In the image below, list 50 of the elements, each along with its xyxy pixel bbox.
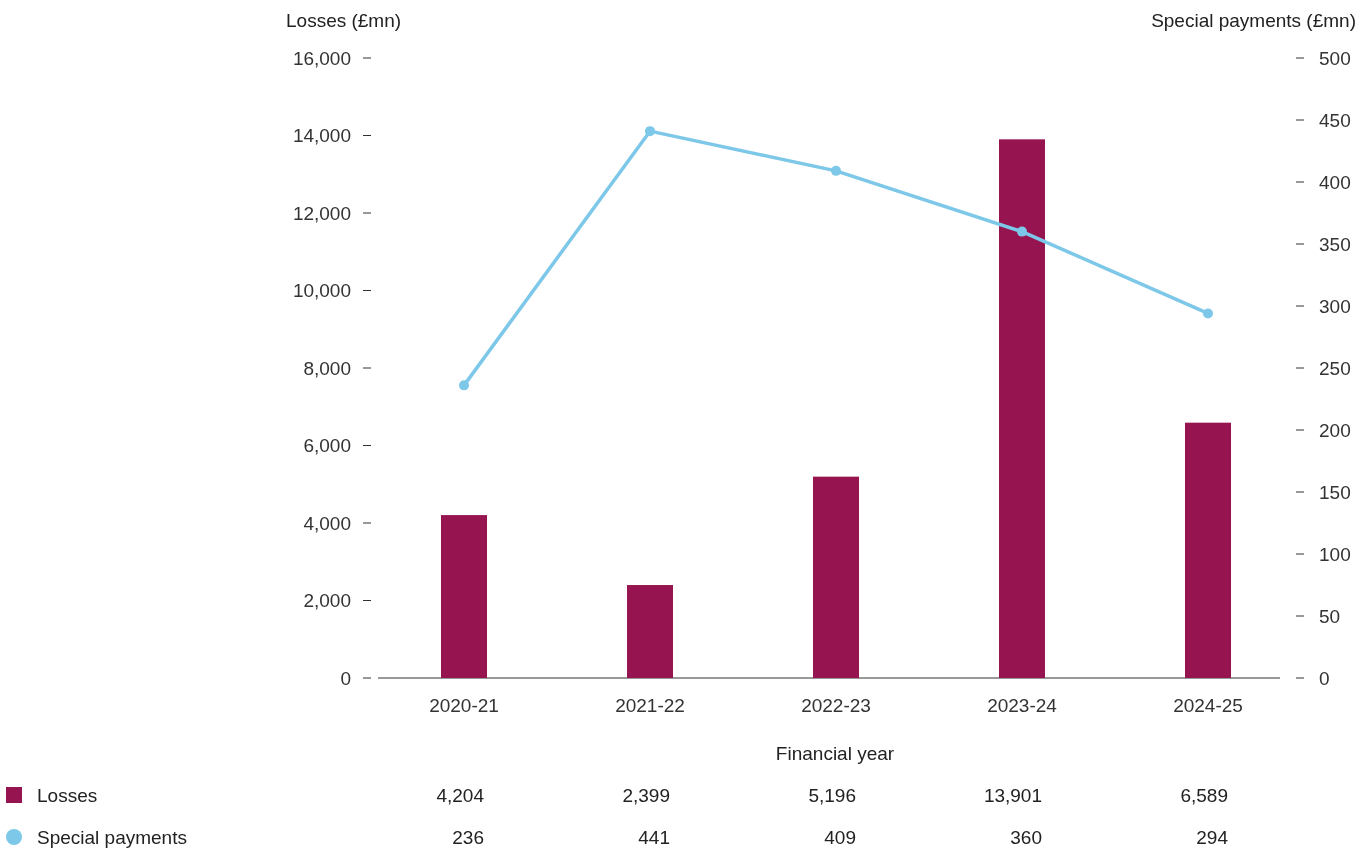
data-label: 6,589 [1180, 784, 1228, 806]
point [459, 380, 469, 391]
y2-tick-label: 450 [1319, 109, 1351, 131]
y-tick-label: 12,000 [292, 202, 351, 224]
y-tick-label: 2,000 [303, 590, 351, 612]
y2-tick-label: 500 [1319, 47, 1351, 69]
x-tick-label: 2021-22 [615, 695, 685, 716]
x-tick-label: 2020-21 [429, 695, 499, 716]
data-label: 2,399 [622, 784, 670, 806]
y2-axis-title: Special payments (£mn) [1151, 10, 1356, 31]
bar [999, 139, 1045, 678]
point [1017, 226, 1027, 237]
bar [1185, 422, 1231, 678]
y-axis-title: Losses (£mn) [286, 10, 402, 31]
data-label: 4,204 [436, 784, 485, 806]
point [831, 165, 841, 176]
data-label: 13,901 [983, 784, 1042, 806]
y-tick-label: 10,000 [292, 280, 351, 302]
y2-tick-label: 350 [1319, 233, 1351, 255]
y-tick-label: 6,000 [303, 435, 351, 457]
y-tick-label: 14,000 [292, 125, 351, 147]
legend-label: Losses [37, 784, 98, 806]
x-axis-title: Financial year [775, 743, 895, 764]
bar [813, 476, 859, 678]
bar [441, 515, 487, 678]
y2-tick-label: 400 [1319, 171, 1351, 193]
point [645, 126, 655, 137]
data-label: 5,196 [808, 784, 856, 806]
data-label: 236 [452, 826, 484, 848]
y2-tick-label: 50 [1319, 605, 1341, 627]
y-tick-label: 16,000 [292, 47, 351, 69]
y2-tick-label: 200 [1319, 419, 1351, 441]
y-tick-label: 8,000 [303, 357, 351, 379]
x-tick-label: 2023-24 [987, 695, 1058, 716]
x-tick-label: 2024-25 [1173, 695, 1243, 716]
data-label: 360 [1010, 826, 1042, 848]
data-label: 441 [638, 826, 670, 848]
data-label: 409 [824, 826, 856, 848]
data-label: 294 [1196, 826, 1229, 848]
x-tick-label: 2022-23 [801, 695, 871, 716]
y2-tick-label: 300 [1319, 295, 1351, 317]
bar [627, 585, 673, 678]
y2-tick-label: 0 [1319, 667, 1330, 689]
y2-tick-label: 100 [1319, 543, 1351, 565]
y2-tick-label: 150 [1319, 481, 1351, 503]
y2-tick-label: 250 [1319, 357, 1351, 379]
legend-label: Special payments [37, 826, 187, 848]
point [1203, 308, 1213, 319]
y-tick-label: 4,000 [303, 512, 351, 534]
y-tick-label: 0 [340, 667, 351, 689]
